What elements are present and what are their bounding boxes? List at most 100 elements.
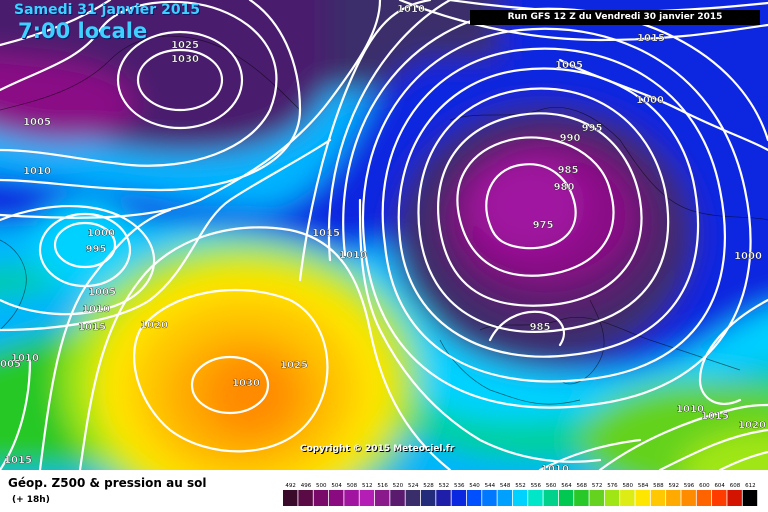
- scale-swatch: [328, 490, 344, 506]
- isobar-label: 1030: [171, 54, 199, 65]
- scale-swatch: [436, 490, 451, 506]
- scale-tick-label: 552: [515, 483, 526, 489]
- color-scale: 492 496 500 504 508 512 516 520 524 528 532 536 540 5…: [283, 483, 758, 506]
- isobar-label: 995: [582, 123, 603, 134]
- isobar-label: 1010: [11, 353, 39, 364]
- scale-tick-label: 524: [408, 483, 419, 489]
- scale-tick-label: 544: [485, 483, 496, 489]
- isobar-label: 1010: [397, 4, 425, 15]
- legend-subtitle: (+ 18h): [12, 495, 50, 505]
- isobar-label: 985: [558, 165, 579, 176]
- isobar-label: 985: [530, 322, 551, 333]
- model-run-banner: Run GFS 12 Z du Vendredi 30 janvier 2015: [470, 10, 760, 25]
- scale-swatch: [420, 490, 436, 506]
- scale-tick-label: 528: [423, 483, 434, 489]
- scale-swatch: [543, 490, 558, 506]
- scale-tick-label: 540: [469, 483, 480, 489]
- scale-swatch: [298, 490, 313, 506]
- scale-tick-label: 592: [668, 483, 679, 489]
- scale-swatch: [604, 490, 620, 506]
- isobar-label: 1010: [23, 166, 51, 177]
- scale-tick-label: 596: [684, 483, 695, 489]
- isobar-label: 980: [554, 182, 575, 193]
- scale-tick-label: 604: [714, 483, 725, 489]
- scale-tick-label: 516: [377, 483, 388, 489]
- isobar-label: 1015: [312, 228, 340, 239]
- scale-swatch: [466, 490, 482, 506]
- scale-tick-label: 556: [531, 483, 542, 489]
- scale-tick-label: 612: [745, 483, 756, 489]
- scale-swatch: [696, 490, 712, 506]
- scale-tick-label: 572: [592, 483, 603, 489]
- scale-tick-label: 512: [362, 483, 373, 489]
- isobar-label: 1020: [140, 320, 168, 331]
- scale-tick-label: 508: [347, 483, 358, 489]
- scale-tick-label: 504: [331, 483, 342, 489]
- isobar-label: 1010: [541, 464, 569, 470]
- scale-tick-label: 588: [653, 483, 664, 489]
- scale-tick-label: 580: [623, 483, 634, 489]
- isobar-label: 1015: [701, 411, 729, 422]
- scale-tick-label: 584: [638, 483, 649, 489]
- isobars: [0, 0, 768, 470]
- scale-swatch: [712, 490, 727, 506]
- scale-tick-label: 496: [301, 483, 312, 489]
- isobar-label: 995: [86, 244, 107, 255]
- scale-swatch: [681, 490, 696, 506]
- copyright-text: Copyright © 2015 Meteociel.fr: [300, 444, 455, 454]
- scale-swatch: [359, 490, 375, 506]
- isobar-label: 1010: [339, 250, 367, 261]
- scale-swatch: [283, 490, 298, 506]
- isobar-label: 1005: [23, 117, 51, 128]
- scale-swatch: [497, 490, 513, 506]
- isobar-label: 990: [560, 133, 581, 144]
- isobar-label: 1020: [738, 420, 766, 431]
- scale-tick-label: 600: [699, 483, 710, 489]
- scale-swatch: [405, 490, 421, 506]
- isobar-label: 1005: [555, 60, 583, 71]
- scale-swatch: [727, 490, 742, 506]
- isobar-label: 1030: [232, 378, 260, 389]
- scale-swatch: [589, 490, 604, 506]
- legend-title: Géop. Z500 & pression au sol: [8, 476, 207, 490]
- scale-swatch: [512, 490, 528, 506]
- isobar-label: 1015: [4, 455, 32, 466]
- scale-tick-label: 548: [500, 483, 511, 489]
- scale-tick-label: 576: [607, 483, 618, 489]
- scale-tick-label: 560: [546, 483, 557, 489]
- scale-swatch: [390, 490, 405, 506]
- scale-swatch: [620, 490, 635, 506]
- scale-tick-label: 536: [454, 483, 465, 489]
- isobar-label: 1005: [0, 359, 21, 370]
- scale-tick-label: 564: [561, 483, 572, 489]
- isobar-labels: 1010 1015 1025 1030 1005 1000 995 1010 1…: [0, 4, 766, 470]
- isobar-label: 1010: [676, 404, 704, 415]
- scale-swatch: [666, 490, 681, 506]
- isobar-label: 1010: [82, 304, 110, 315]
- scale-swatch: [482, 490, 497, 506]
- isobar-label: 1015: [78, 322, 106, 333]
- isobar-label: 1025: [171, 40, 199, 51]
- scale-swatch: [558, 490, 574, 506]
- scale-swatch: [313, 490, 329, 506]
- scale-tick-label: 492: [285, 483, 296, 489]
- scale-swatch: [528, 490, 543, 506]
- scale-swatch: [635, 490, 650, 506]
- scale-swatch: [742, 490, 758, 506]
- isobar-label: 975: [533, 220, 554, 231]
- isobar-label: 1000: [636, 95, 664, 106]
- scale-swatch: [374, 490, 390, 506]
- scale-tick-label: 520: [393, 483, 404, 489]
- isobar-label: 1005: [88, 287, 116, 298]
- isobar-label: 1015: [637, 33, 665, 44]
- scale-swatch: [451, 490, 467, 506]
- scale-tick-label: 608: [730, 483, 741, 489]
- isobar-label: 1000: [87, 228, 115, 239]
- scale-swatch: [574, 490, 589, 506]
- scale-tick-label: 532: [439, 483, 450, 489]
- scale-tick-label: 500: [316, 483, 327, 489]
- pressure-map: 1010 1015 1025 1030 1005 1000 995 1010 1…: [0, 0, 768, 470]
- isobar-label: 1025: [280, 360, 308, 371]
- forecast-time: 7:00 locale: [18, 19, 148, 43]
